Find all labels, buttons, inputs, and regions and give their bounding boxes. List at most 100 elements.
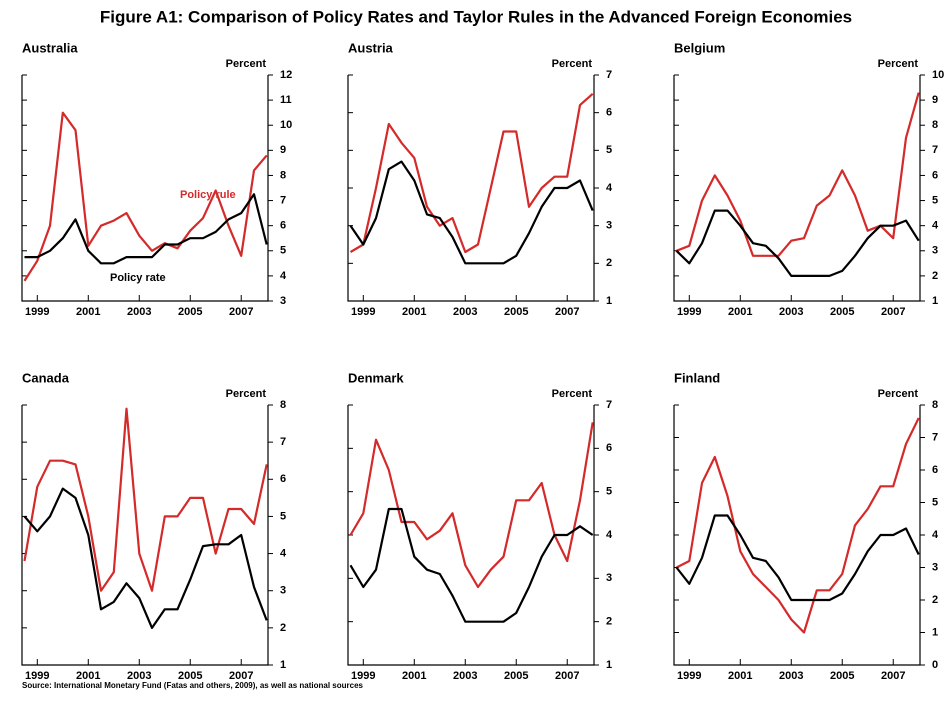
y-tick-label: 8 — [932, 399, 938, 411]
y-tick-label: 1 — [606, 295, 612, 307]
axis-unit: Percent — [878, 58, 919, 70]
x-tick-label: 2005 — [504, 670, 528, 682]
y-tick-label: 8 — [280, 169, 286, 181]
y-tick-label: 4 — [606, 529, 613, 541]
series-label: Policy rule — [180, 189, 236, 201]
y-tick-label: 3 — [280, 295, 286, 307]
y-tick-label: 4 — [280, 547, 287, 559]
series-label: Policy rate — [110, 272, 166, 284]
x-tick-label: 1999 — [25, 306, 49, 318]
x-tick-label: 2005 — [504, 306, 528, 318]
x-tick-label: 2007 — [555, 306, 579, 318]
y-tick-label: 4 — [932, 220, 939, 232]
x-tick-label: 2005 — [178, 306, 202, 318]
y-tick-label: 6 — [606, 107, 612, 119]
y-tick-label: 11 — [280, 94, 292, 106]
axis-unit: Percent — [552, 388, 593, 400]
policy-line — [676, 92, 920, 257]
x-tick-label: 2007 — [229, 670, 253, 682]
y-tick-label: 2 — [932, 270, 938, 282]
x-tick-label: 2003 — [779, 306, 803, 318]
y-tick-label: 2 — [606, 616, 612, 628]
panel-title: Australia — [22, 40, 78, 55]
x-tick-label: 2005 — [830, 306, 854, 318]
panel-title: Denmark — [348, 370, 404, 385]
y-tick-label: 10 — [280, 119, 292, 131]
x-tick-label: 2001 — [76, 306, 100, 318]
figure-title: Figure A1: Comparison of Policy Rates an… — [100, 7, 852, 26]
y-tick-label: 5 — [606, 144, 612, 156]
x-tick-label: 2001 — [402, 670, 426, 682]
y-tick-label: 10 — [932, 69, 944, 81]
panel-title: Canada — [22, 370, 70, 385]
axis-unit: Percent — [226, 58, 267, 70]
x-tick-label: 2007 — [881, 306, 905, 318]
axis-unit: Percent — [552, 58, 593, 70]
panel-title: Belgium — [674, 40, 725, 55]
panel-title: Austria — [348, 40, 394, 55]
plot-frame — [21, 405, 269, 666]
y-tick-label: 5 — [932, 496, 938, 508]
policy-line — [675, 209, 920, 277]
x-tick-label: 1999 — [351, 306, 375, 318]
x-tick-label: 2003 — [127, 670, 151, 682]
y-tick-label: 5 — [280, 245, 286, 257]
y-tick-label: 3 — [606, 220, 612, 232]
x-tick-label: 1999 — [351, 670, 375, 682]
x-tick-label: 2001 — [728, 306, 752, 318]
y-tick-label: 2 — [606, 257, 612, 269]
y-tick-label: 7 — [280, 194, 286, 206]
x-tick-label: 2001 — [402, 306, 426, 318]
y-tick-label: 2 — [932, 594, 938, 606]
axis-unit: Percent — [226, 388, 267, 400]
y-tick-label: 3 — [932, 561, 938, 573]
y-tick-label: 1 — [606, 659, 612, 671]
x-tick-label: 2005 — [178, 670, 202, 682]
policy-line — [24, 193, 268, 265]
y-tick-label: 4 — [606, 182, 613, 194]
y-tick-label: 9 — [932, 94, 938, 106]
y-tick-label: 1 — [932, 295, 938, 307]
x-tick-label: 2003 — [453, 306, 477, 318]
plot-frame — [673, 75, 921, 302]
x-tick-label: 2003 — [779, 670, 803, 682]
x-tick-label: 2007 — [881, 670, 905, 682]
x-tick-label: 1999 — [677, 306, 701, 318]
y-tick-label: 1 — [932, 626, 938, 638]
axis-unit: Percent — [878, 388, 919, 400]
y-tick-label: 7 — [932, 431, 938, 443]
x-tick-label: 1999 — [25, 670, 49, 682]
policy-line — [349, 507, 594, 623]
y-tick-label: 3 — [280, 585, 286, 597]
policy-line — [349, 160, 594, 265]
x-tick-label: 1999 — [677, 670, 701, 682]
y-tick-label: 4 — [932, 529, 939, 541]
y-tick-label: 7 — [280, 436, 286, 448]
y-tick-label: 6 — [932, 464, 938, 476]
x-tick-label: 2001 — [728, 670, 752, 682]
policy-line — [23, 487, 268, 629]
x-tick-label: 2003 — [453, 670, 477, 682]
y-tick-label: 7 — [932, 144, 938, 156]
y-tick-label: 5 — [280, 510, 286, 522]
y-tick-label: 4 — [280, 270, 287, 282]
y-tick-label: 1 — [280, 659, 286, 671]
plot-frame — [21, 75, 269, 302]
policy-line — [676, 417, 920, 634]
policy-line — [675, 514, 920, 602]
y-tick-label: 7 — [606, 69, 612, 81]
x-tick-label: 2003 — [127, 306, 151, 318]
y-tick-label: 2 — [280, 622, 286, 634]
policy-line — [23, 407, 268, 592]
policy-line — [349, 422, 594, 589]
y-tick-label: 5 — [606, 486, 612, 498]
y-tick-label: 6 — [280, 473, 286, 485]
y-tick-label: 5 — [932, 194, 938, 206]
policy-line — [23, 111, 268, 282]
y-tick-label: 9 — [280, 144, 286, 156]
x-tick-label: 2007 — [555, 670, 579, 682]
y-tick-label: 8 — [932, 119, 938, 131]
y-tick-label: 12 — [280, 69, 292, 81]
y-tick-label: 6 — [932, 169, 938, 181]
x-tick-label: 2007 — [229, 306, 253, 318]
